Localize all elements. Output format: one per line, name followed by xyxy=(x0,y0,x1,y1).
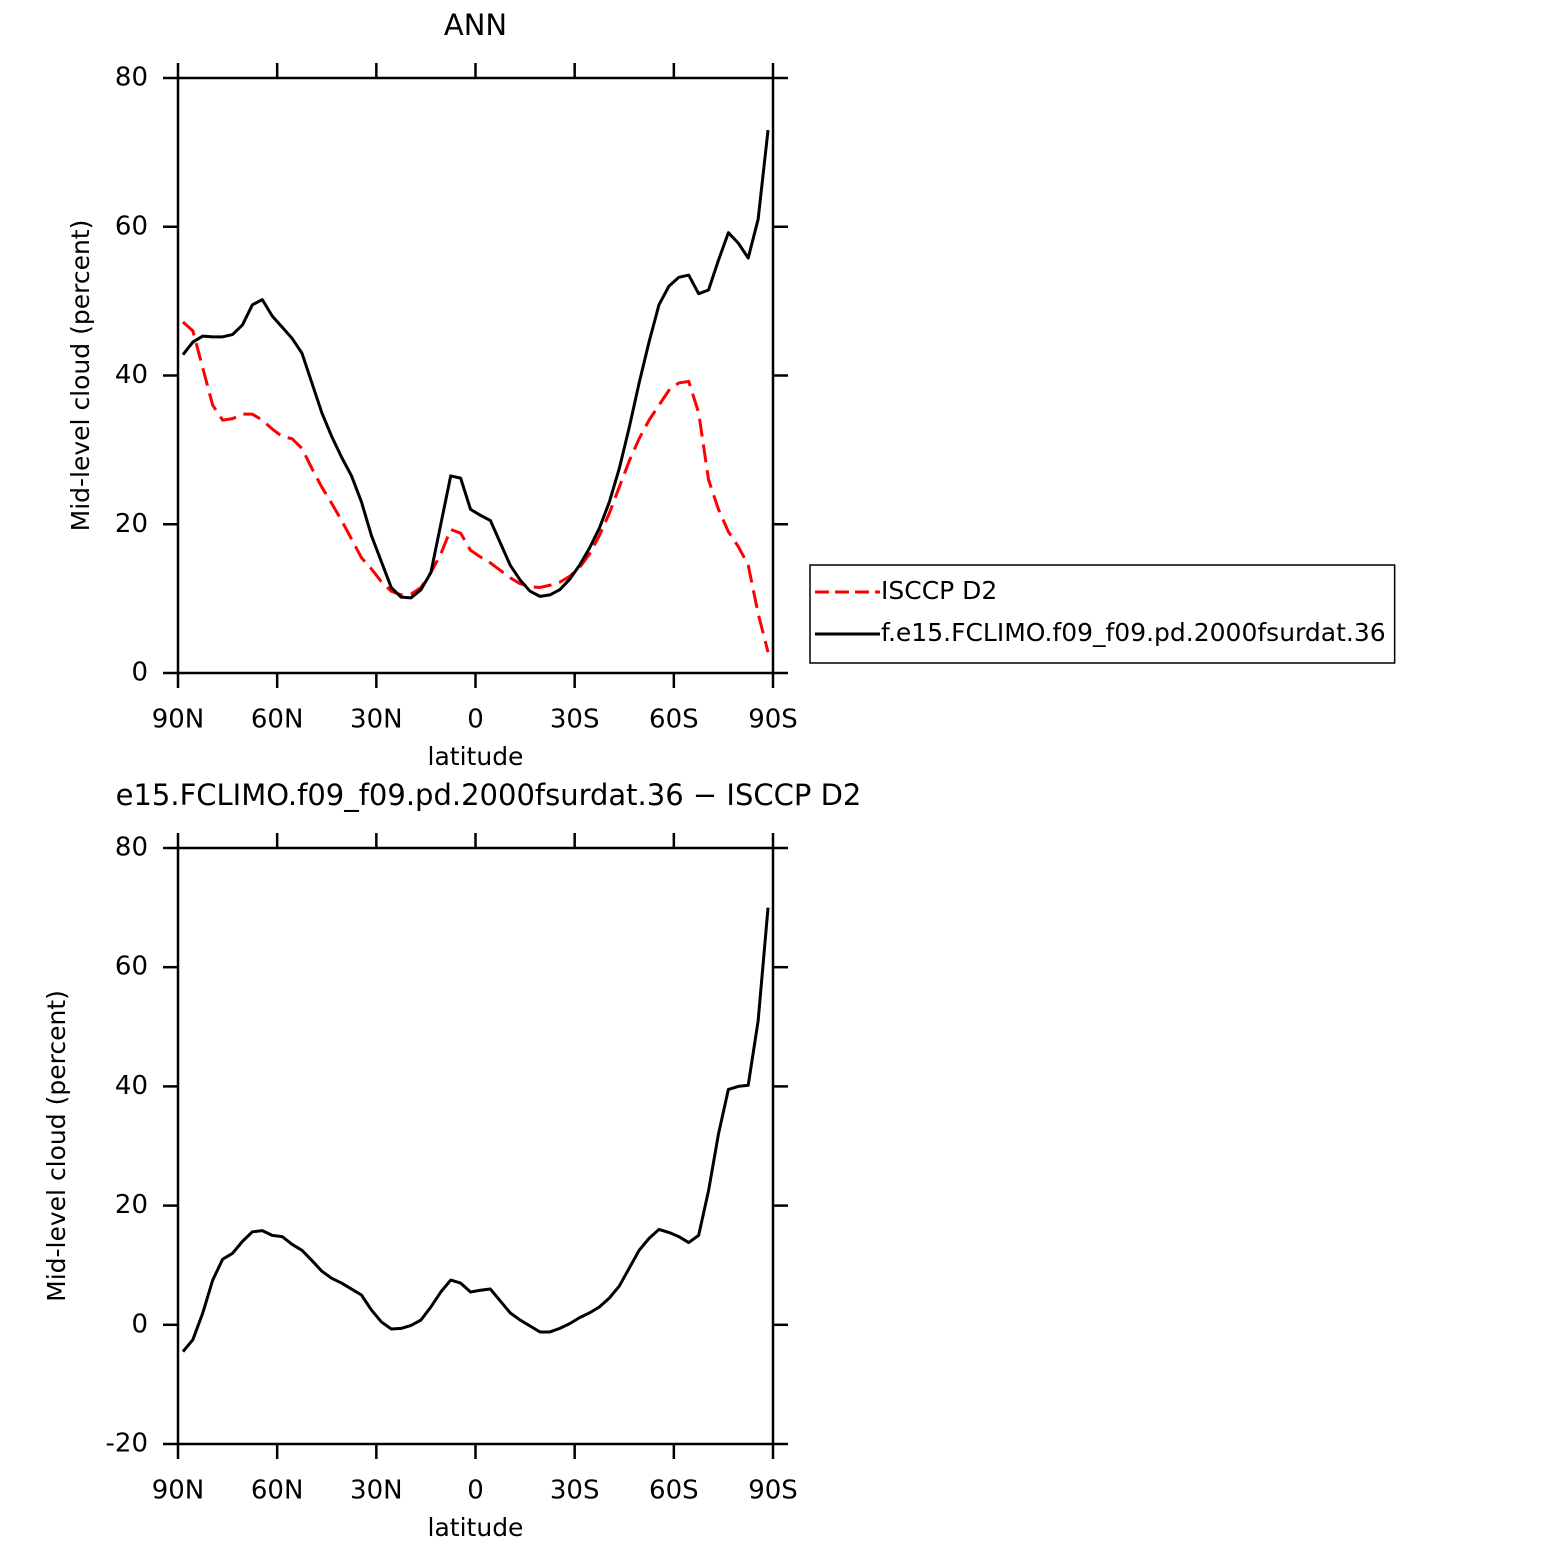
y-tick-label: 0 xyxy=(131,658,148,688)
x-tick-label: 90N xyxy=(152,1476,205,1506)
x-tick-label: 60N xyxy=(251,705,304,735)
x-tick-label: 0 xyxy=(467,705,484,735)
x-tick-label: 90S xyxy=(748,705,798,735)
plot-frame xyxy=(176,846,775,1446)
data-line xyxy=(181,320,770,653)
x-tick-label: 60S xyxy=(649,1476,699,1506)
y-tick-label: -20 xyxy=(106,1429,148,1459)
plot-frame xyxy=(176,76,775,675)
legend-entry: ISCCP D2 xyxy=(881,576,997,605)
y-axis-label: Mid-level cloud (percent) xyxy=(66,220,95,532)
x-tick-label: 30S xyxy=(550,1476,600,1506)
y-tick-label: 40 xyxy=(115,360,148,390)
y-tick-label: 60 xyxy=(115,211,148,241)
x-tick-label: 60N xyxy=(251,1476,304,1506)
chart-title: ANN xyxy=(444,8,507,42)
x-tick-label: 30S xyxy=(550,705,600,735)
y-tick-label: 80 xyxy=(115,833,148,863)
x-tick-label: 0 xyxy=(467,1476,484,1506)
legend-frame xyxy=(809,564,1396,664)
x-axis-label: latitude xyxy=(428,742,524,771)
y-tick-label: 20 xyxy=(115,1190,148,1220)
y-tick-label: 60 xyxy=(115,952,148,982)
y-tick-label: 80 xyxy=(115,63,148,93)
y-axis-label: Mid-level cloud (percent) xyxy=(42,990,71,1302)
x-tick-label: 90N xyxy=(152,705,205,735)
x-tick-label: 90S xyxy=(748,1476,798,1506)
x-tick-label: 30N xyxy=(350,1476,403,1506)
x-tick-label: 60S xyxy=(649,705,699,735)
x-tick-label: 30N xyxy=(350,705,403,735)
y-tick-label: 20 xyxy=(115,509,148,539)
y-tick-label: 40 xyxy=(115,1071,148,1101)
chart-title: e15.FCLIMO.f09_f09.pd.2000fsurdat.36 − I… xyxy=(116,778,862,812)
legend-entry: f.e15.FCLIMO.f09_f09.pd.2000fsurdat.36 xyxy=(881,618,1386,647)
x-axis-label: latitude xyxy=(428,1513,524,1542)
data-line xyxy=(181,129,770,600)
y-tick-label: 0 xyxy=(131,1309,148,1339)
data-line xyxy=(181,907,770,1353)
